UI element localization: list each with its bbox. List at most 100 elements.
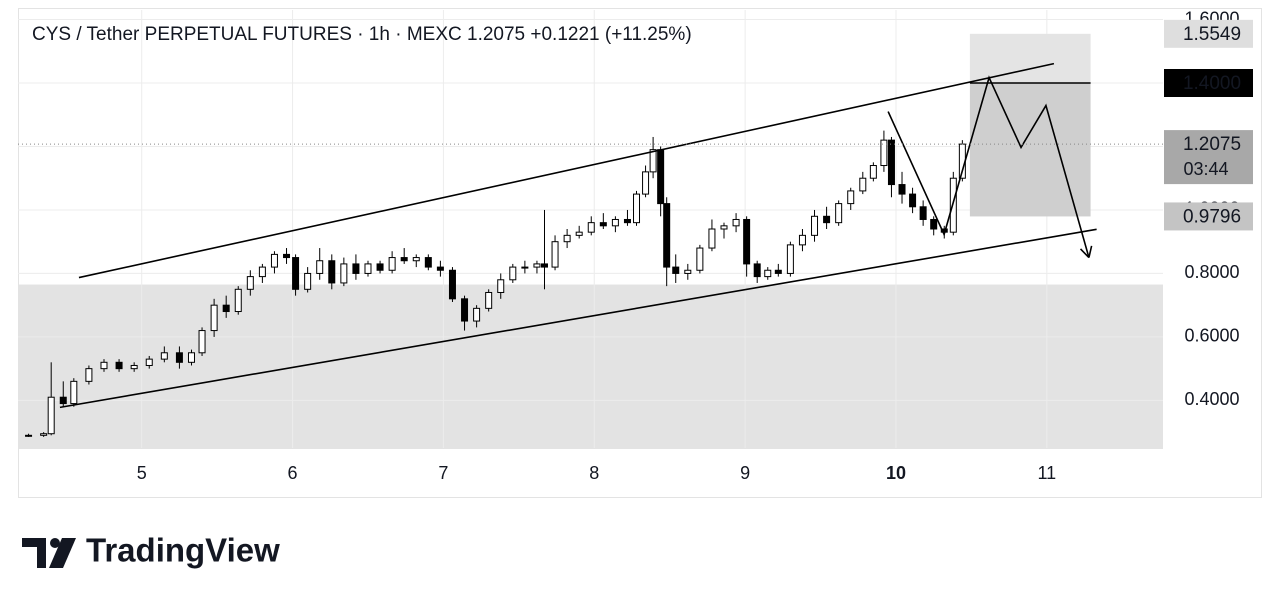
candle-body bbox=[352, 263, 360, 274]
candle-body bbox=[328, 260, 336, 284]
countdown-label: 03:44 bbox=[1183, 159, 1228, 179]
candle-body bbox=[575, 231, 583, 236]
candle-body bbox=[424, 257, 432, 268]
candle-body bbox=[461, 298, 469, 322]
current-price-bg bbox=[1164, 130, 1253, 185]
candle-body bbox=[187, 352, 195, 363]
candle-body bbox=[774, 269, 782, 274]
stop-price-label: 1.5549 bbox=[1183, 24, 1241, 45]
candle-body bbox=[798, 234, 806, 246]
x-tick-label: 6 bbox=[288, 463, 298, 483]
brand-logo: TradingView bbox=[22, 532, 280, 569]
current-price-label: 1.2075 bbox=[1183, 134, 1241, 155]
candle-body bbox=[364, 263, 372, 274]
candle-body bbox=[663, 203, 671, 268]
candle-body bbox=[551, 241, 559, 268]
candle-body bbox=[388, 257, 396, 271]
candle-body bbox=[497, 279, 505, 293]
x-tick-label: 9 bbox=[740, 463, 750, 483]
candle-body bbox=[47, 396, 55, 435]
candle-body bbox=[847, 190, 855, 205]
support-zone bbox=[18, 284, 1163, 448]
candle-body bbox=[485, 291, 493, 309]
candle-body bbox=[880, 139, 888, 167]
candle-body bbox=[258, 266, 266, 278]
candle-body bbox=[599, 222, 607, 227]
candle-body bbox=[521, 266, 529, 269]
brand-name: TradingView bbox=[86, 532, 280, 569]
candle-body bbox=[246, 276, 254, 290]
candle-body bbox=[859, 177, 867, 192]
candle-body bbox=[100, 361, 108, 370]
target-price-label: 0.9796 bbox=[1183, 206, 1241, 227]
candle-body bbox=[316, 260, 324, 274]
arrow-head bbox=[1079, 248, 1090, 259]
candle-body bbox=[672, 266, 680, 274]
candle-body bbox=[611, 218, 619, 227]
target-price-label-bg bbox=[1164, 202, 1253, 231]
candle-body bbox=[234, 288, 242, 313]
position-target-zone bbox=[969, 83, 1091, 217]
candle-body bbox=[448, 269, 456, 300]
y-tick-label: 0.8000 bbox=[1184, 262, 1239, 282]
candle-body bbox=[473, 307, 481, 322]
axes: 0.40000.60000.80001.00001.20001.40001.60… bbox=[137, 8, 1253, 483]
candle-body bbox=[145, 358, 153, 366]
candle-body bbox=[696, 247, 704, 271]
trendline bbox=[78, 62, 1055, 279]
candle-body bbox=[786, 244, 794, 274]
y-tick-label: 0.4000 bbox=[1184, 389, 1239, 409]
entry-price-label: 1.4000 bbox=[1183, 73, 1241, 94]
candle-body bbox=[811, 215, 819, 236]
candle-body bbox=[533, 263, 541, 268]
logo-icon bbox=[50, 538, 60, 548]
candle-body bbox=[292, 257, 300, 290]
candle-body bbox=[59, 396, 67, 405]
candle-body bbox=[732, 218, 740, 227]
candle-body bbox=[85, 368, 93, 382]
candle-body bbox=[764, 269, 772, 278]
candle-body bbox=[919, 206, 927, 220]
candle-body bbox=[720, 225, 728, 230]
candle-body bbox=[823, 215, 831, 224]
candle-body bbox=[743, 218, 751, 265]
x-tick-label: 10 bbox=[886, 463, 906, 483]
candle-body bbox=[509, 266, 517, 281]
entry-price-label-bg bbox=[1164, 69, 1253, 97]
candle-body bbox=[198, 330, 206, 354]
stop-price-label-bg bbox=[1164, 19, 1253, 48]
candle-body bbox=[835, 203, 843, 224]
x-tick-label: 11 bbox=[1037, 463, 1056, 483]
projection-path bbox=[887, 75, 1090, 258]
candle-body bbox=[130, 364, 138, 370]
candle-body bbox=[40, 433, 48, 436]
candle-body bbox=[412, 257, 420, 262]
candle-body bbox=[210, 304, 218, 332]
candle-body bbox=[909, 193, 917, 208]
x-tick-label: 7 bbox=[438, 463, 448, 483]
logo-icon bbox=[49, 538, 76, 568]
candle-body bbox=[587, 222, 595, 233]
candle-body bbox=[376, 263, 384, 271]
candle-body bbox=[540, 263, 548, 268]
candle-body bbox=[283, 253, 291, 259]
candle-body bbox=[708, 228, 716, 249]
candle-body bbox=[115, 361, 123, 370]
candle-body bbox=[175, 352, 183, 363]
plot-area bbox=[18, 10, 1163, 448]
candle-body bbox=[898, 184, 906, 195]
x-tick-label: 5 bbox=[137, 463, 147, 483]
candle-body bbox=[160, 352, 168, 360]
candle-body bbox=[642, 171, 650, 195]
candle-body bbox=[222, 304, 230, 313]
logo-icon bbox=[22, 538, 46, 568]
y-tick-label: 0.6000 bbox=[1184, 326, 1239, 346]
candle-body bbox=[633, 193, 641, 224]
candle-body bbox=[400, 257, 408, 262]
candle-body bbox=[930, 218, 938, 230]
trendline bbox=[59, 228, 1097, 409]
candle-body bbox=[436, 266, 444, 271]
candle-body bbox=[304, 272, 312, 290]
